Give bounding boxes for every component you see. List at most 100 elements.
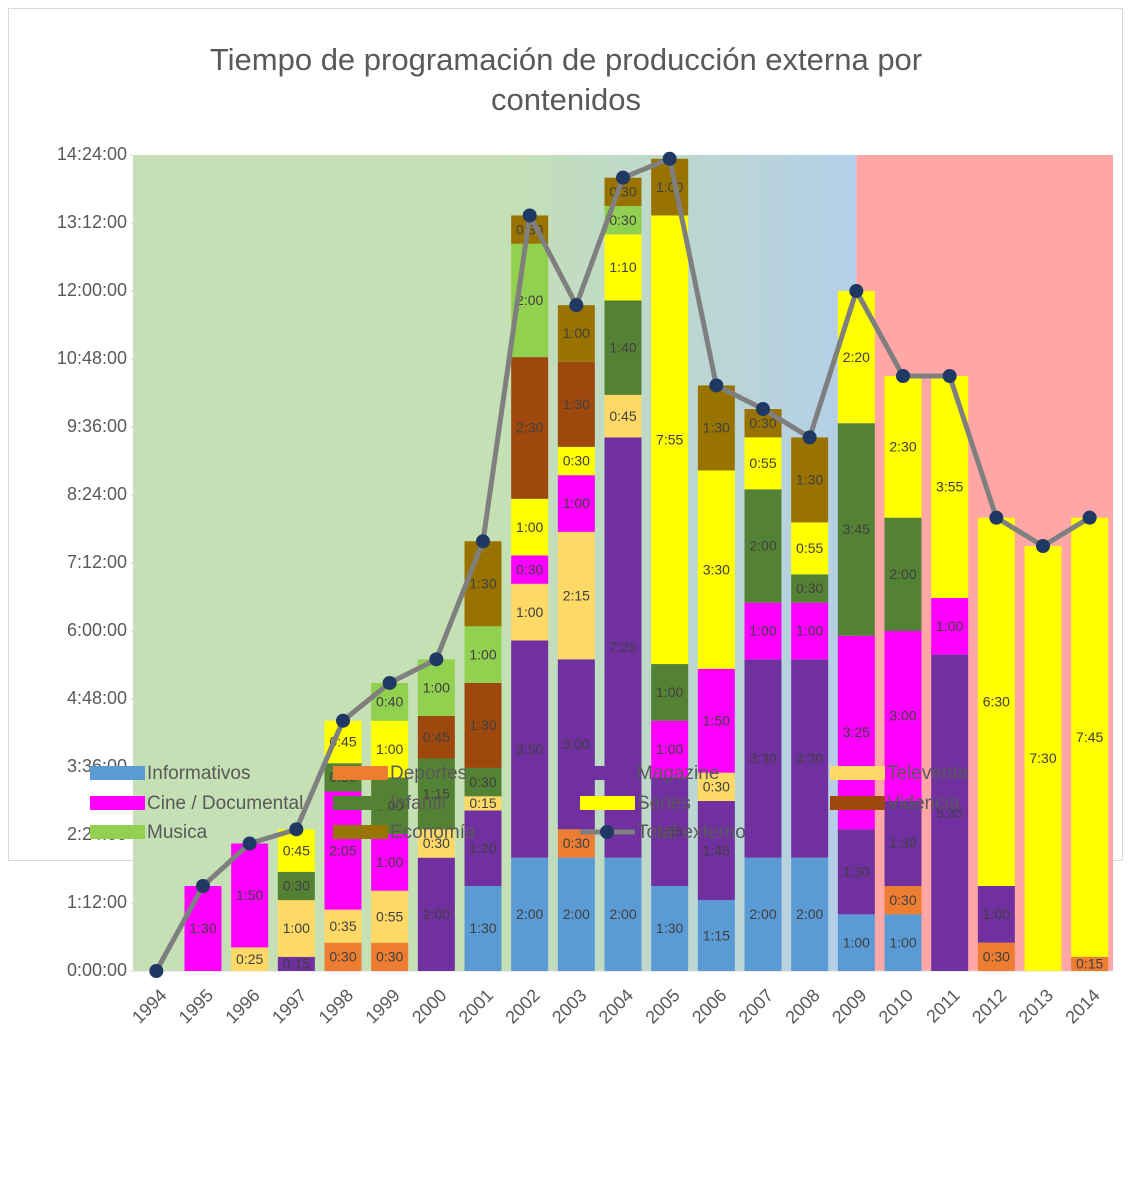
- x-tick-label: 2010: [875, 985, 917, 1027]
- bar-segment: [744, 489, 782, 603]
- bar-segment: [791, 602, 829, 660]
- bar-segment: [651, 664, 689, 721]
- bar-segment: [464, 682, 502, 768]
- data-label: 1:00: [656, 741, 683, 757]
- y-tick-label: 10:48:00: [57, 348, 127, 368]
- data-label: 2:30: [889, 439, 916, 455]
- x-tick-label: 2008: [781, 985, 823, 1027]
- data-label: 1:55: [656, 823, 683, 839]
- bar-segment: [651, 777, 689, 886]
- data-label: 0:30: [329, 949, 356, 965]
- bar-segment: [651, 215, 689, 665]
- legend-label: Deportes: [390, 763, 467, 784]
- data-label: 1:30: [656, 920, 683, 936]
- bar-segment: [371, 890, 409, 943]
- data-label: 1:00: [656, 684, 683, 700]
- data-label: 0:15: [1076, 956, 1103, 972]
- data-label: 1:00: [936, 618, 963, 634]
- line-marker: [569, 298, 584, 313]
- data-label: 0:15: [283, 956, 310, 972]
- data-label: 0:30: [516, 561, 543, 577]
- data-label: 0:30: [563, 453, 590, 469]
- data-label: 3:00: [563, 736, 590, 752]
- x-tick-label: 2013: [1015, 985, 1057, 1027]
- data-label: 2:00: [563, 906, 590, 922]
- bar-segment: [277, 956, 315, 971]
- legend-label: Infantil: [390, 793, 446, 814]
- bar-segment: [417, 857, 455, 971]
- legend-marker: [600, 825, 614, 839]
- data-label: 2:05: [329, 842, 356, 858]
- legend-label: Musica: [147, 822, 208, 843]
- bar-segment: [884, 376, 922, 518]
- data-label: 0:45: [609, 408, 636, 424]
- line-marker: [1082, 510, 1097, 525]
- line-marker: [662, 151, 677, 166]
- data-label: 0:15: [469, 795, 496, 811]
- bar-segment: [464, 767, 502, 797]
- line-marker: [196, 879, 210, 893]
- y-tick-label: 1:12:00: [67, 892, 127, 912]
- line-marker: [429, 652, 444, 667]
- bar-segment: [1024, 546, 1062, 971]
- legend-swatch: [333, 825, 388, 839]
- data-label: 1:00: [563, 495, 590, 511]
- data-label: 3:45: [843, 521, 870, 537]
- bar-segment: [604, 437, 642, 858]
- bar-segment: [837, 829, 875, 915]
- legend-label: Economía: [390, 822, 476, 843]
- data-label: 1:40: [609, 339, 636, 355]
- line-marker: [1036, 539, 1050, 553]
- bar-segment: [744, 437, 782, 490]
- bar-segment: [324, 909, 362, 943]
- data-label: 0:30: [703, 779, 730, 795]
- bar-segment: [511, 555, 549, 584]
- bar-segment: [884, 801, 922, 886]
- line-marker: [242, 836, 257, 851]
- data-label: 2:00: [749, 538, 776, 554]
- y-tick-label: 4:48:00: [67, 688, 127, 708]
- legend-label: Cine / Documental: [147, 793, 303, 814]
- data-label: 0:30: [983, 949, 1010, 965]
- data-label: 2:00: [749, 906, 776, 922]
- data-label: 1:50: [236, 887, 263, 903]
- x-tick-label: 2011: [922, 985, 964, 1027]
- data-label: 1:00: [983, 906, 1010, 922]
- bar-segment: [277, 871, 315, 901]
- data-label: 3:30: [796, 750, 823, 766]
- x-tick-label: 2004: [595, 985, 637, 1027]
- data-label: 1:30: [469, 575, 496, 591]
- data-label: 7:55: [656, 431, 683, 447]
- bar-segment: [651, 720, 689, 778]
- legend-swatch: [90, 825, 145, 839]
- bar-segment: [511, 857, 549, 971]
- data-label: 0:30: [889, 892, 916, 908]
- data-label: 0:45: [283, 842, 310, 858]
- x-tick-label: 2000: [408, 985, 450, 1027]
- data-label: 1:00: [376, 741, 403, 757]
- x-tick-label: 2012: [968, 985, 1010, 1027]
- y-tick-label: 13:12:00: [57, 212, 127, 232]
- data-label: 0:45: [423, 729, 450, 745]
- legend-swatch: [830, 796, 885, 810]
- bar-segment: [884, 517, 922, 631]
- bar-segment: [417, 829, 455, 858]
- line-marker: [476, 534, 490, 549]
- data-label: 7:30: [1029, 750, 1056, 766]
- data-label: 0:30: [469, 774, 496, 790]
- data-label: 1:30: [469, 920, 496, 936]
- data-label: 0:30: [376, 949, 403, 965]
- bar-segment: [324, 942, 362, 971]
- data-label: 2:20: [843, 349, 870, 365]
- data-label: 0:25: [236, 951, 263, 967]
- data-label: 1:15: [423, 786, 450, 802]
- legend-swatch: [333, 766, 388, 780]
- bar-segment: [511, 640, 549, 858]
- legend-swatch: [830, 766, 885, 780]
- bar-segment: [977, 517, 1015, 886]
- bar-segment: [417, 716, 455, 759]
- bar-segment: [931, 597, 969, 655]
- bar-segment: [884, 631, 922, 801]
- data-label: 3:30: [703, 561, 730, 577]
